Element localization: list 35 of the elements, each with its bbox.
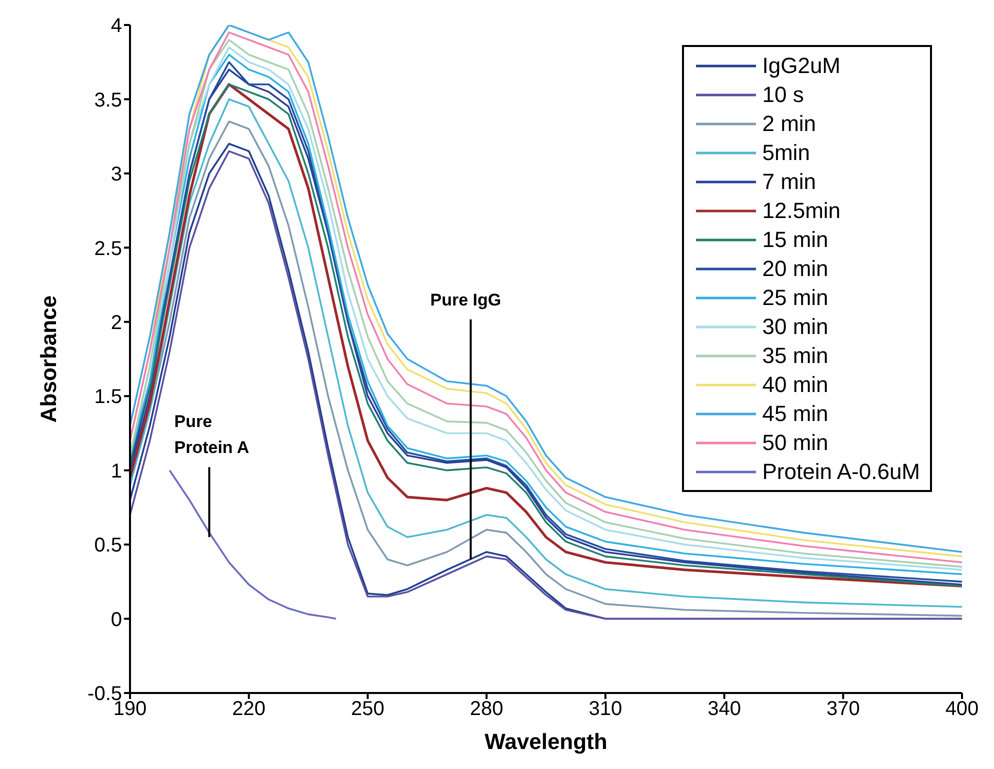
x-tick-label: 220: [232, 698, 266, 720]
legend-label: 15 min: [762, 226, 828, 254]
x-tick-label: 400: [945, 698, 979, 720]
y-tick-label: 3.5: [94, 89, 122, 112]
x-tick-label: 340: [708, 698, 741, 720]
legend-label: 20 min: [762, 255, 828, 283]
y-tick-label: 2.5: [94, 238, 122, 260]
legend-label: 40 min: [762, 371, 828, 399]
x-axis-title: Wavelength: [484, 729, 608, 754]
y-tick-label: 3: [110, 164, 122, 186]
legend-label: 7 min: [762, 168, 816, 196]
legend-label: 2 min: [762, 110, 816, 138]
legend-label: IgG2uM: [762, 52, 841, 80]
legend-label: 25 min: [762, 284, 828, 312]
legend-label: 35 min: [762, 342, 828, 370]
x-tick-label: 280: [470, 698, 504, 720]
legend-label: 10 s: [762, 81, 804, 109]
y-tick-label: 1.5: [94, 386, 122, 408]
legend-label: 12.5min: [762, 197, 841, 225]
legend-label: 50 min: [762, 429, 828, 457]
legend-label: 30 min: [762, 313, 828, 341]
legend-label: 45 min: [762, 400, 828, 428]
y-tick-label: 0.5: [94, 534, 122, 557]
annotation: Pure Protein A: [174, 412, 250, 458]
annotation: Pure IgG: [430, 290, 502, 310]
x-tick-label: 310: [588, 698, 622, 720]
y-tick-label: 2: [110, 312, 122, 334]
y-axis-title: Absorbance: [36, 295, 61, 423]
y-tick-label: 1: [110, 460, 122, 482]
x-tick-label: 250: [351, 698, 384, 720]
y-tick-label: 0: [110, 608, 122, 631]
legend-label: Protein A-0.6uM: [762, 458, 920, 486]
y-tick-label: 4: [110, 15, 122, 38]
x-tick-label: 370: [826, 698, 860, 720]
legend-label: 5min: [762, 139, 810, 167]
